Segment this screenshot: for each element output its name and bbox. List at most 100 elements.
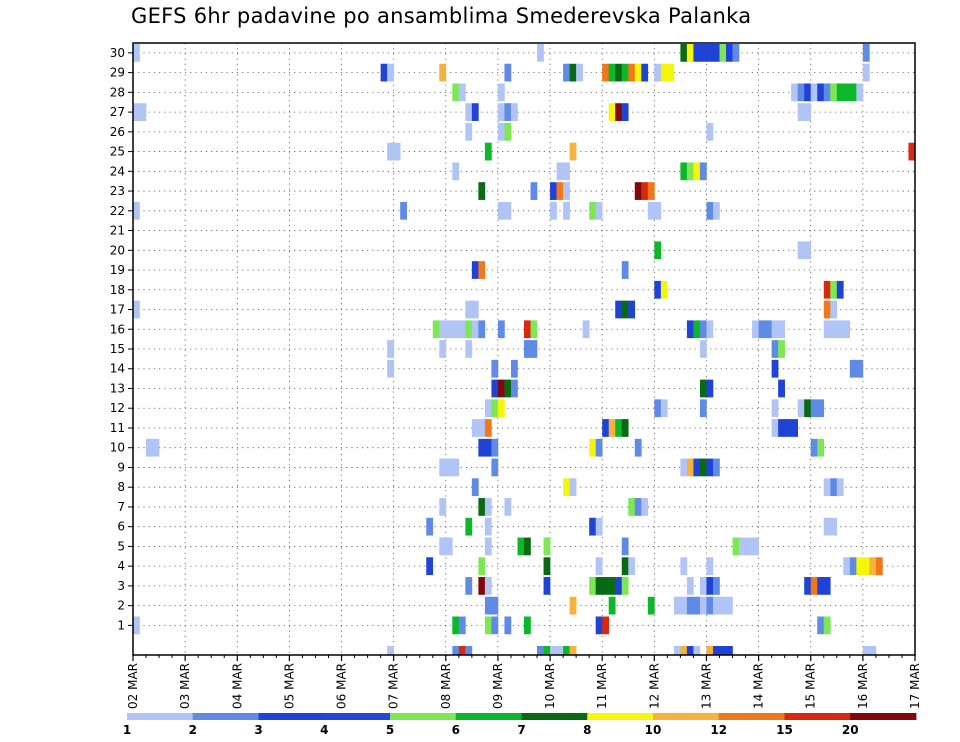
y-tick-label: 26 (110, 125, 125, 139)
heatmap-cell (452, 83, 460, 102)
heatmap-cell (445, 320, 453, 339)
x-tick-label: 06 MAR (335, 663, 349, 709)
heatmap-cell (647, 182, 655, 200)
heatmap-cell (849, 557, 857, 576)
heatmap-cell (686, 162, 694, 181)
x-tick-label: 10 MAR (543, 663, 557, 709)
heatmap-cell (699, 379, 707, 398)
y-tick-label: 11 (110, 421, 125, 435)
heatmap-cell (484, 142, 492, 161)
heatmap-cell (563, 162, 570, 181)
heatmap-cell (862, 63, 870, 82)
heatmap-cell (680, 44, 688, 62)
heatmap-cell (719, 646, 727, 655)
colorbar-label: 8 (583, 723, 591, 737)
y-tick-label: 22 (110, 204, 125, 218)
heatmap-cell (543, 537, 551, 556)
heatmap-cell (465, 646, 473, 655)
heatmap-cell (836, 320, 844, 339)
x-tick-label: 03 MAR (178, 663, 192, 709)
heatmap-cell (491, 359, 499, 378)
heatmap-cell (504, 103, 512, 121)
heatmap-cell (686, 646, 694, 655)
heatmap-cell (765, 320, 772, 339)
heatmap-cell (484, 399, 492, 418)
heatmap-cell (484, 438, 492, 457)
heatmap-cell (862, 557, 870, 576)
heatmap-cell (491, 596, 499, 615)
x-tick-label: 16 MAR (856, 663, 870, 709)
heatmap-cell (595, 557, 603, 576)
heatmap-cell (706, 201, 714, 220)
colorbar-swatch (390, 713, 457, 720)
colorbar-label: 20 (842, 723, 859, 737)
heatmap-cell (595, 201, 603, 220)
heatmap-cell (686, 596, 694, 615)
heatmap-cell (673, 646, 681, 655)
heatmap-cell (517, 537, 525, 556)
heatmap-cell (524, 320, 531, 339)
heatmap-cell (771, 399, 779, 418)
colorbar-swatch (850, 713, 917, 720)
heatmap-cell (458, 320, 466, 339)
heatmap-cell (465, 517, 473, 536)
heatmap-cell (712, 646, 720, 655)
heatmap-cell (843, 83, 851, 102)
heatmap-cell (823, 280, 831, 299)
x-tick-label: 13 MAR (699, 663, 713, 709)
heatmap-cell (543, 557, 551, 576)
heatmap-cell (563, 478, 570, 497)
y-tick-label: 10 (110, 441, 125, 455)
colorbar-swatch (521, 713, 588, 720)
heatmap-cell (439, 340, 447, 358)
heatmap-cell (810, 399, 818, 418)
heatmap-cell (823, 517, 831, 536)
heatmap-cell (152, 438, 160, 457)
heatmap-cell (862, 44, 870, 62)
heatmap-cell (393, 142, 401, 161)
heatmap-cell (524, 340, 531, 358)
heatmap-cell (739, 537, 746, 556)
heatmap-cell (439, 320, 447, 339)
heatmap-cell (804, 83, 812, 102)
heatmap-cell (615, 300, 623, 319)
heatmap-cell (471, 320, 479, 339)
heatmap-cell (602, 577, 610, 595)
heatmap-cell (706, 44, 714, 62)
heatmap-cell (465, 300, 473, 319)
heatmap-cell (634, 438, 642, 457)
heatmap-cell (550, 182, 557, 200)
heatmap-cell (771, 320, 779, 339)
heatmap-cell (133, 201, 140, 220)
y-tick-label: 7 (117, 500, 125, 514)
heatmap-cell (628, 498, 636, 516)
heatmap-cell (712, 458, 720, 477)
heatmap-cell (791, 83, 798, 102)
colorbar-swatch (653, 713, 720, 720)
heatmap-cell (615, 419, 623, 437)
heatmap-cell (641, 182, 649, 200)
colorbar-swatch (258, 713, 325, 720)
heatmap-cell (686, 458, 694, 477)
heatmap-cell (856, 557, 864, 576)
heatmap-cell (595, 577, 603, 595)
heatmap-cell (387, 63, 394, 82)
heatmap-cell (654, 63, 662, 82)
colorbar-swatch (324, 713, 391, 720)
y-tick-label: 20 (110, 243, 125, 257)
heatmap-cell (869, 557, 877, 576)
heatmap-cell (686, 320, 694, 339)
heatmap-cell (778, 340, 785, 358)
heatmap-cell (400, 201, 407, 220)
heatmap-cell (426, 557, 434, 576)
colorbar-label: 7 (517, 723, 525, 737)
heatmap-cell (784, 419, 792, 437)
heatmap-cell (563, 182, 570, 200)
heatmap-cell (387, 340, 394, 358)
heatmap-cell (569, 63, 577, 82)
heatmap-cell (810, 83, 818, 102)
heatmap-cell (823, 300, 831, 319)
heatmap-cell (621, 300, 629, 319)
heatmap-cell (530, 320, 538, 339)
heatmap-cell (680, 596, 688, 615)
